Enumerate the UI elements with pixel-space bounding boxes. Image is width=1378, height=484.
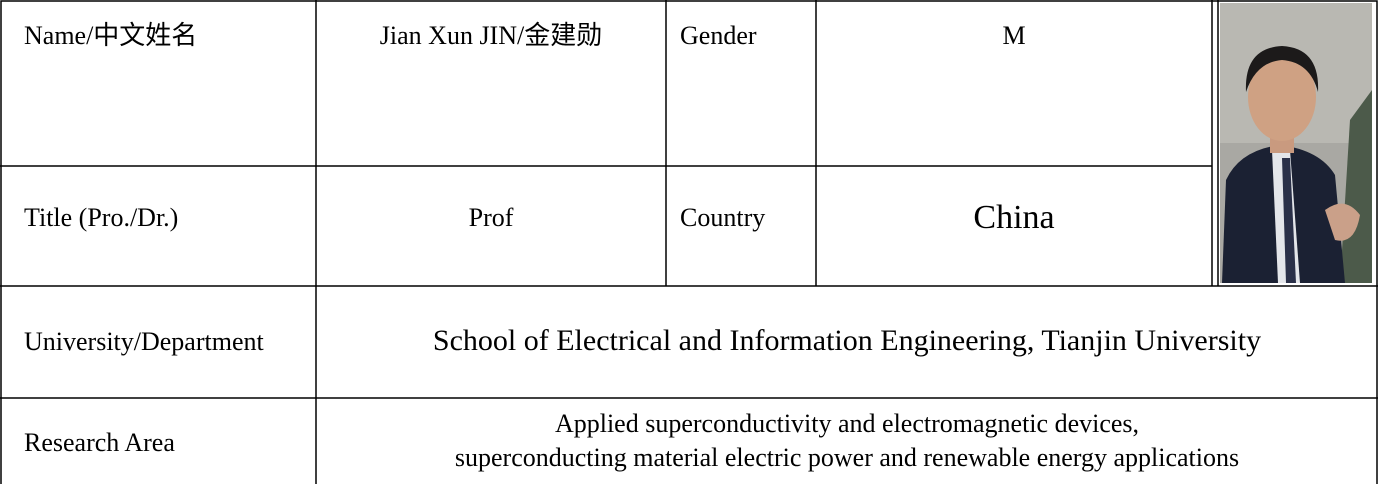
cell-value: Prof bbox=[468, 203, 514, 232]
cell-value: Applied superconductivity and electromag… bbox=[554, 409, 1140, 438]
cell-value: School of Electrical and Information Eng… bbox=[432, 324, 1262, 357]
cell-label: Research Area bbox=[24, 428, 175, 457]
photo bbox=[1220, 3, 1372, 283]
cell-label: Name/中文姓名 bbox=[24, 21, 198, 50]
cell-value: superconducting material electric power … bbox=[454, 443, 1240, 472]
cell-value: China bbox=[973, 199, 1055, 236]
cell-label: Gender bbox=[680, 21, 757, 50]
cell-label: University/Department bbox=[24, 327, 264, 356]
cell-value: Jian Xun JIN/金建勋 bbox=[379, 21, 603, 50]
cell-label: Title (Pro./Dr.) bbox=[24, 203, 179, 232]
cell-value: M bbox=[1002, 21, 1026, 50]
cell-label: Country bbox=[680, 203, 766, 232]
